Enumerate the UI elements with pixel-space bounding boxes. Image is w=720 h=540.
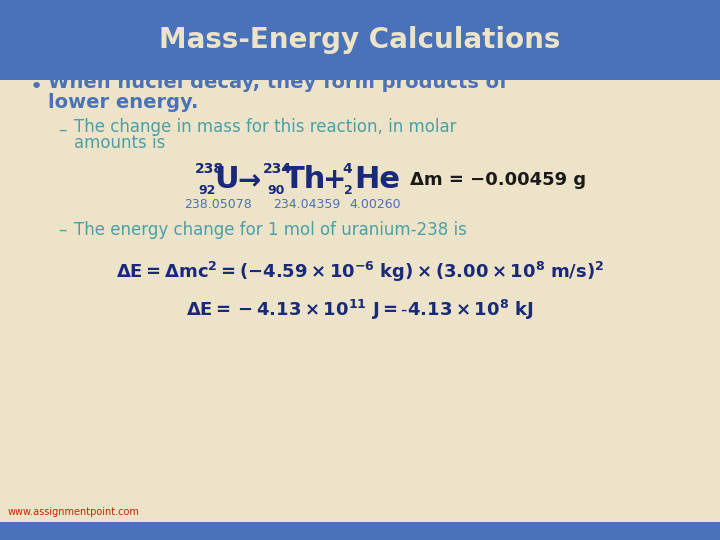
Text: 2: 2: [344, 184, 353, 197]
Text: +: +: [323, 166, 346, 194]
Text: 4.00260: 4.00260: [349, 199, 401, 212]
FancyBboxPatch shape: [0, 522, 720, 540]
Text: $\mathbf{\Delta E = -4.13 \times 10^{11}\ J = \text{-}4.13 \times 10^8\ kJ}$: $\mathbf{\Delta E = -4.13 \times 10^{11}…: [186, 298, 534, 322]
Text: The change in mass for this reaction, in molar: The change in mass for this reaction, in…: [74, 118, 456, 136]
Text: amounts is: amounts is: [74, 134, 166, 152]
Text: $\mathbf{\Delta E = \Delta mc^2 = (\mathbf{-4.59 \times 10^{-6}\ kg}) \times (3.: $\mathbf{\Delta E = \Delta mc^2 = (\math…: [116, 260, 604, 284]
Text: Mass-Energy Calculations: Mass-Energy Calculations: [159, 26, 561, 54]
Text: –: –: [58, 221, 66, 239]
FancyBboxPatch shape: [0, 0, 720, 80]
Text: 238.05078: 238.05078: [184, 199, 252, 212]
Text: –: –: [58, 121, 66, 139]
Text: Th: Th: [284, 165, 326, 194]
Text: 4: 4: [342, 162, 352, 176]
Text: When nuclei decay, they form products of: When nuclei decay, they form products of: [48, 73, 508, 92]
Text: •: •: [30, 77, 43, 97]
Text: →: →: [237, 167, 260, 195]
Text: 92: 92: [198, 184, 215, 197]
Text: Δm = −0.00459 g: Δm = −0.00459 g: [410, 171, 586, 189]
Text: He: He: [354, 165, 400, 194]
Text: lower energy.: lower energy.: [48, 92, 199, 111]
Text: 90: 90: [267, 184, 284, 197]
Text: U: U: [214, 165, 238, 194]
Text: 234: 234: [263, 162, 292, 176]
Text: www.assignmentpoint.com: www.assignmentpoint.com: [8, 507, 140, 517]
Text: 238: 238: [195, 162, 224, 176]
Text: The energy change for 1 mol of uranium-238 is: The energy change for 1 mol of uranium-2…: [74, 221, 467, 239]
Text: 234.04359: 234.04359: [274, 199, 341, 212]
